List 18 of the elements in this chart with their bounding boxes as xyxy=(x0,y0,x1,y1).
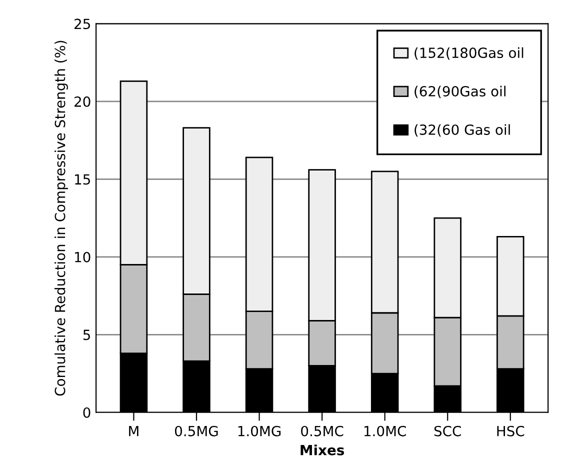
x-tick-label: HSC xyxy=(497,426,524,436)
x-tick-label: 0.5MC xyxy=(301,426,344,436)
y-tick-label: 10 xyxy=(75,252,90,262)
y-axis-title: Comulative Reduction in Compressive Strength (%) xyxy=(54,40,68,396)
legend-label: (62(90Gas oil xyxy=(414,86,506,98)
x-tick-label: SCC xyxy=(434,426,461,436)
y-tick-label: 0 xyxy=(83,407,90,418)
x-tick-label: M xyxy=(129,426,138,436)
x-tick-label: 1.0MC xyxy=(364,426,406,436)
y-tick-label: 15 xyxy=(75,174,90,185)
x-axis-title: Mixes xyxy=(300,444,344,456)
x-tick-label: 0.5MG xyxy=(174,426,218,436)
y-tick-label: 25 xyxy=(74,18,90,30)
y-tick-label: 5 xyxy=(83,330,90,340)
x-tick-label: 1.0MG xyxy=(238,426,281,436)
y-tick-label: 20 xyxy=(74,96,90,107)
legend-label: (32(60 Gas oil xyxy=(414,124,510,137)
legend-label: (152(180Gas oil xyxy=(414,47,524,60)
